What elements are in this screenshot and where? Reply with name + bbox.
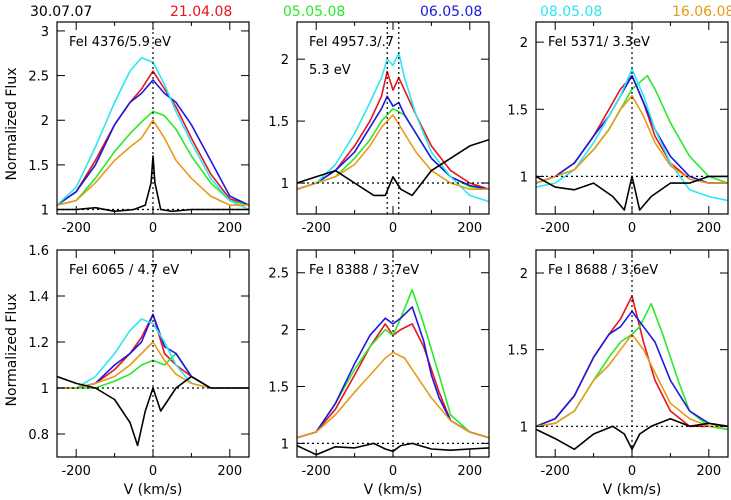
series-line-08-05-08 (297, 52, 489, 203)
xlabel-1: V (km/s) (124, 482, 183, 498)
series-line-06-05-08 (57, 79, 249, 206)
y-tick-label: 1 (41, 382, 49, 397)
legend-date-5: 08.05.08 (540, 4, 602, 20)
series-line-08-05-08 (57, 318, 249, 389)
series-line-06-05-08 (297, 95, 489, 190)
x-tick-label: 200 (696, 464, 721, 479)
series-group (297, 52, 489, 203)
y-tick-label: 1.2 (28, 336, 49, 351)
legend-date-1: 30.07.07 (30, 4, 92, 20)
y-tick-label: 0.8 (28, 428, 49, 443)
x-tick-label: -200 (301, 464, 331, 479)
series-line-30-07-07 (57, 155, 249, 213)
series-line-16-06-08 (297, 114, 489, 190)
x-tick-label: 200 (696, 221, 721, 236)
ylabel-top: Normalized Flux (4, 68, 20, 181)
series-line-16-06-08 (536, 333, 728, 428)
x-tick-label: 200 (457, 464, 482, 479)
y-tick-label: 1.5 (507, 344, 528, 359)
legend-date-4: 06.05.08 (420, 4, 482, 20)
series-line-16-06-08 (536, 95, 728, 184)
series-line-16-06-08 (297, 351, 489, 439)
y-tick-label: 1.5 (268, 115, 289, 130)
y-tick-label: 1 (520, 420, 528, 435)
y-tick-label: 1.5 (28, 159, 49, 174)
y-tick-label: 1.5 (268, 380, 289, 395)
x-tick-label: 0 (628, 464, 636, 479)
series-line-21-04-08 (297, 70, 489, 190)
x-tick-label: 0 (389, 464, 397, 479)
x-tick-label: -200 (540, 464, 570, 479)
x-tick-label: -200 (61, 464, 91, 479)
y-tick-label: 1.6 (28, 244, 49, 259)
x-tick-label: 200 (217, 464, 242, 479)
panel-4: -200 0 200 0.8 1 1.2 1.4 1.6 FeI 6065 / 4.7 eV (28, 244, 250, 479)
x-tick-label: -200 (61, 221, 91, 236)
x-tick-label: -200 (301, 221, 331, 236)
y-tick-label: 2 (41, 114, 49, 129)
date-legend: 30.07.07 21.04.08 05.05.08 06.05.08 08.0… (30, 4, 731, 20)
y-tick-label: 1 (281, 177, 289, 192)
legend-date-3: 05.05.08 (283, 4, 345, 20)
series-line-16-06-08 (57, 119, 249, 206)
x-tick-label: -200 (540, 221, 570, 236)
ylabel-bottom: Normalized Flux (4, 294, 20, 407)
x-tick-label: 200 (457, 221, 482, 236)
legend-date-6: 16.06.08 (672, 4, 731, 20)
x-tick-label: 0 (149, 221, 157, 236)
y-tick-label: 2 (520, 36, 528, 51)
panel-2: -200 0 200 1 1.5 2 FeI 4957.3/.7 5.3 eV (268, 21, 490, 236)
y-tick-label: 2 (281, 324, 289, 339)
panel-title: Fe I 8388 / 3.7eV (309, 263, 419, 278)
panel-3: -200 0 200 1 1.5 2 FeI 5371/ 3.3eV (507, 21, 729, 236)
y-tick-label: 1.5 (507, 103, 528, 118)
x-tick-label: 200 (217, 221, 242, 236)
y-tick-label: 3 (41, 25, 49, 40)
panel-title: FeI 4957.3/.7 (309, 35, 394, 50)
xlabel-2: V (km/s) (364, 482, 423, 498)
panel-subtitle: 5.3 eV (309, 63, 351, 78)
panel-title: FeI 6065 / 4.7 eV (69, 263, 179, 278)
series-line-05-05-08 (57, 110, 249, 206)
panel-title: Fe I 8688 / 3.6eV (548, 263, 658, 278)
y-tick-label: 1 (281, 437, 289, 452)
y-tick-label: 1 (41, 204, 49, 219)
panel-title: FeI 5371/ 3.3eV (548, 35, 650, 50)
xlabel-3: V (km/s) (603, 482, 662, 498)
series-group (297, 288, 489, 456)
series-line-06-05-08 (536, 74, 728, 184)
panel-6: -200 0 200 1 1.5 2 Fe I 8688 / 3.6eV (507, 249, 729, 479)
x-tick-label: 0 (628, 221, 636, 236)
panel-5: -200 0 200 1 1.5 2 2.5 Fe I 8388 / 3.7eV (268, 249, 490, 479)
series-line-06-05-08 (536, 310, 728, 428)
y-tick-label: 1 (520, 170, 528, 185)
y-tick-label: 2 (520, 267, 528, 282)
series-line-06-05-08 (297, 306, 489, 439)
panel-1: -200 0 200 1 1.5 2 2.5 3 FeI 4376/5.9 eV (28, 21, 250, 236)
x-tick-label: 0 (149, 464, 157, 479)
series-line-05-05-08 (536, 74, 728, 184)
series-group (57, 56, 249, 213)
y-tick-label: 2 (281, 53, 289, 68)
legend-date-2: 21.04.08 (170, 4, 232, 20)
y-tick-label: 2.5 (28, 70, 49, 85)
x-tick-label: 0 (389, 221, 397, 236)
series-line-30-07-07 (297, 138, 489, 197)
panel-title: FeI 4376/5.9 eV (69, 35, 171, 50)
y-tick-label: 1.4 (28, 290, 49, 305)
y-tick-label: 2.5 (268, 267, 289, 282)
series-line-21-04-08 (57, 70, 249, 206)
